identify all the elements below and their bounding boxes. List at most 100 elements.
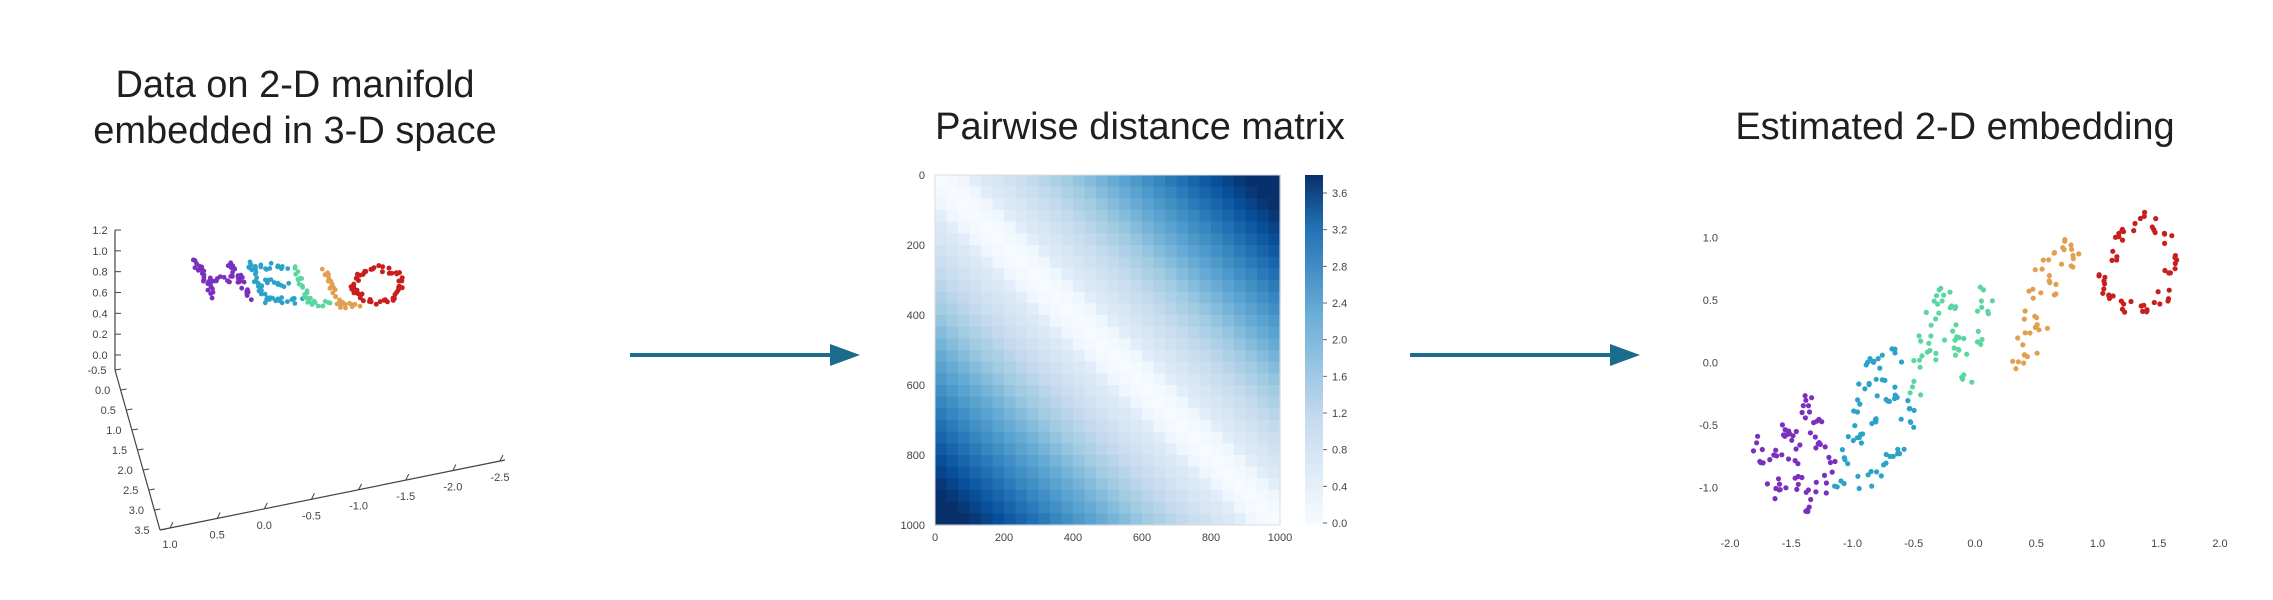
heatmap-cell: [958, 210, 971, 223]
embedding-point: [2021, 316, 2027, 322]
embedding-point: [1757, 458, 1763, 465]
heatmap-cell: [1038, 186, 1051, 199]
heatmap-cell: [935, 221, 948, 234]
heatmap-cell: [958, 326, 971, 339]
heatmap-cell: [1245, 186, 1258, 199]
heatmap-cell: [1176, 210, 1189, 223]
point: [373, 301, 379, 307]
heatmap-cell: [1004, 408, 1017, 421]
heatmap-cell: [1107, 198, 1120, 211]
embedding-point: [2141, 213, 2147, 219]
embedding-point: [1978, 298, 1984, 304]
depth-tick-label: 3.0: [129, 505, 144, 517]
heatmap-cell: [1188, 373, 1201, 386]
heatmap-cell: [1211, 373, 1224, 386]
heatmap-cell: [1165, 338, 1178, 351]
x3d-tick-label: 0.5: [209, 529, 224, 541]
heatmap-cell: [1038, 420, 1051, 433]
heatmap-cell: [1257, 455, 1270, 468]
heatmap-cell: [1038, 175, 1051, 188]
heatmap-cell: [1027, 478, 1040, 491]
heatmap-cell: [1199, 490, 1212, 503]
heatmap-cell: [1245, 326, 1258, 339]
heatmap-cell: [1268, 408, 1281, 421]
heatmap-cell: [946, 466, 959, 479]
heatmap-cell: [1119, 291, 1132, 304]
embedding-point: [2165, 298, 2171, 304]
point: [356, 278, 361, 283]
heatmap-cell: [958, 338, 971, 351]
heatmap-cell: [958, 396, 971, 409]
heatmap-cell: [1199, 466, 1212, 479]
point: [295, 276, 301, 282]
heatmap-cell: [1004, 490, 1017, 503]
heatmap-cell: [1268, 385, 1281, 398]
heatmap-cell: [1107, 268, 1120, 281]
embedding-point: [1874, 393, 1880, 399]
point: [253, 278, 259, 284]
heatmap-cell: [1268, 443, 1281, 456]
colorbar-tick-label: 2.0: [1332, 335, 1347, 347]
heatmap-cell: [1119, 396, 1132, 409]
heatmap-cell: [946, 303, 959, 316]
heatmap-cell: [1015, 291, 1028, 304]
heatmap-cell: [1165, 443, 1178, 456]
heatmap-cell: [1073, 431, 1086, 444]
heatmap-cell: [1027, 501, 1040, 514]
heatmap-cell: [1050, 420, 1063, 433]
heatmap-cell: [1222, 466, 1235, 479]
embedding-point: [2174, 257, 2180, 263]
point: [396, 278, 402, 284]
heatmap-cell: [992, 361, 1005, 374]
heatmap-cell: [1142, 408, 1155, 421]
heatmap-cell: [1096, 186, 1109, 199]
heatmap-cell: [1084, 338, 1097, 351]
heatmap-cell: [1188, 233, 1201, 246]
heatmap-cell: [1061, 420, 1074, 433]
embedding-point: [2030, 295, 2036, 301]
heatmap-cell: [958, 408, 971, 421]
heatmap-cell: [1153, 513, 1166, 526]
heatmap-cell: [1061, 280, 1074, 293]
heatmap-cell: [1107, 420, 1120, 433]
heatmap-cell: [1107, 396, 1120, 409]
heatmap-cell: [981, 513, 994, 526]
heatmap-cell: [1211, 350, 1224, 363]
embedding-point: [2162, 240, 2168, 246]
heatmap-cell: [1234, 420, 1247, 433]
embedding-point: [2114, 254, 2120, 260]
point: [230, 274, 235, 279]
heatmap-cell: [992, 186, 1005, 199]
heatmap-cell: [1153, 466, 1166, 479]
heatmap-cell: [1096, 326, 1109, 339]
heatmap-cell: [1222, 186, 1235, 199]
heatmap-cell: [1084, 175, 1097, 188]
point: [281, 284, 287, 290]
heatmap-cell: [1165, 221, 1178, 234]
heatmap-cell: [1268, 326, 1281, 339]
heatmap-cell: [969, 291, 982, 304]
heatmap-cell: [1199, 361, 1212, 374]
heatmap-cell: [1234, 326, 1247, 339]
heatmap-cell: [1165, 455, 1178, 468]
heatmap-cell: [1176, 268, 1189, 281]
embedding-point: [1812, 434, 1818, 440]
heatmap-cell: [946, 256, 959, 269]
heatmap-cell: [1027, 326, 1040, 339]
heatmap-cell: [958, 455, 971, 468]
embedding-y-ticks: 1.0 0.5 0.0 -0.5 -1.0: [1699, 233, 1718, 495]
point: [244, 293, 250, 298]
heatmap-cell: [1268, 315, 1281, 328]
heatmap-cell: [1050, 175, 1063, 188]
heatmap-cell: [1096, 501, 1109, 514]
embedding-point: [1803, 508, 1809, 514]
heatmap-cell: [1107, 373, 1120, 386]
heatmap-cell: [1084, 466, 1097, 479]
embedding-point: [2062, 237, 2068, 243]
embedding-point: [1819, 419, 1825, 425]
heatmap-cell: [1222, 373, 1235, 386]
heatmap-cell: [958, 221, 971, 234]
heatmap-cell: [1107, 490, 1120, 503]
embedding-x-tick-label: -2.0: [1721, 538, 1740, 550]
heatmap-cell: [1257, 361, 1270, 374]
